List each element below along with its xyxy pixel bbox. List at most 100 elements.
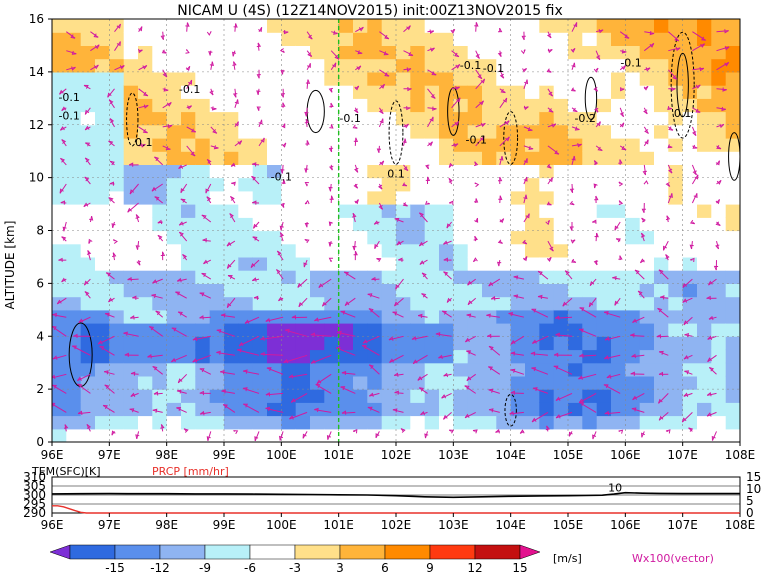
wind-vector-head — [52, 402, 56, 407]
field-cell — [238, 323, 254, 337]
field-cell — [95, 98, 110, 113]
wind-vector — [427, 107, 437, 110]
field-cell — [525, 270, 540, 284]
wind-vector — [427, 116, 434, 128]
wind-vector-head — [160, 251, 166, 256]
field-cell — [324, 71, 340, 86]
wind-vector — [137, 241, 140, 250]
wind-vector-head — [77, 376, 82, 382]
field-cell — [238, 138, 254, 152]
wind-vector-head — [258, 119, 263, 125]
wind-vector-head — [546, 201, 552, 206]
wind-vector-head — [488, 345, 494, 351]
field-cell — [152, 256, 168, 271]
wind-vector — [153, 392, 163, 395]
field-cell — [654, 98, 669, 113]
field-cell — [611, 190, 626, 205]
field-cell — [123, 58, 139, 73]
field-cell — [152, 323, 168, 337]
field-cell — [281, 256, 297, 271]
field-cell — [639, 58, 655, 73]
wind-vector — [178, 231, 188, 242]
wind-vector-head — [406, 106, 411, 111]
field-cell — [467, 323, 483, 337]
wind-vector — [275, 269, 284, 280]
field-cell — [181, 177, 196, 192]
wind-vector-head — [708, 315, 714, 321]
field-cell — [338, 230, 354, 245]
wind-vector — [486, 314, 500, 318]
field-cell — [109, 204, 125, 218]
wind-vector-head — [353, 137, 359, 143]
main-x-ticks: 96E 97E 98E 99E 100E 101E 102E 103E 104E 105E 106E… — [41, 442, 755, 462]
field-cell — [510, 71, 526, 86]
field-cell — [338, 270, 354, 284]
wind-vector — [226, 240, 236, 247]
wind-vector-head — [644, 139, 649, 145]
field-cell — [467, 85, 483, 99]
field-cell — [353, 362, 368, 377]
wind-vector-head — [278, 435, 284, 441]
field-cell — [209, 309, 225, 324]
field-cell — [367, 402, 383, 417]
field-cell — [267, 164, 282, 179]
field-cell — [668, 230, 684, 245]
wind-vector — [234, 88, 237, 98]
wind-vector-head — [532, 339, 537, 344]
field-cell — [654, 336, 669, 351]
field-cell — [52, 71, 67, 86]
field-cell — [424, 230, 440, 245]
field-cell — [711, 204, 727, 218]
wind-vector-head — [329, 165, 334, 171]
field-cell — [181, 58, 196, 73]
field-cell — [596, 217, 612, 232]
wind-vector-head — [84, 109, 90, 115]
field-cell — [80, 71, 96, 86]
field-cell — [654, 58, 669, 73]
field-cell — [267, 111, 282, 126]
field-cell — [109, 230, 125, 245]
field-cell — [109, 124, 125, 139]
field-cell — [138, 283, 153, 298]
field-cell — [439, 323, 454, 337]
wind-vector — [233, 61, 236, 70]
wind-vector-head — [379, 118, 384, 124]
field-cell — [553, 283, 569, 298]
field-cell — [209, 85, 225, 99]
wind-vector-head — [229, 213, 234, 218]
wind-vector-head — [280, 169, 285, 174]
wind-vector-head — [256, 42, 262, 48]
surface-x-tick-label: 100E — [266, 518, 297, 532]
field-cell — [66, 428, 82, 442]
wind-vector-head — [278, 296, 283, 302]
field-cell — [582, 256, 598, 271]
field-cell — [439, 415, 454, 430]
wind-vector-head — [523, 105, 529, 111]
field-cell — [66, 71, 82, 86]
wind-vector-head — [443, 271, 449, 276]
field-cell — [353, 98, 368, 113]
field-cell — [324, 164, 340, 179]
wind-vector-head — [289, 415, 294, 420]
wind-vector-head — [618, 159, 623, 164]
field-cell — [396, 32, 411, 46]
field-cell — [324, 415, 340, 430]
field-cell — [539, 230, 555, 245]
wind-vector-head — [424, 433, 429, 439]
surface-right-tick: 10 — [746, 482, 761, 496]
wind-vector-head — [675, 46, 681, 52]
field-cell — [367, 71, 383, 86]
field-cell — [711, 32, 727, 46]
wind-vector-head — [564, 270, 570, 275]
field-cell — [396, 98, 411, 113]
field-cell — [725, 85, 740, 99]
wind-vector — [367, 293, 380, 299]
wind-vector — [589, 278, 597, 287]
wind-vector-head — [443, 240, 448, 245]
field-cell — [725, 204, 740, 218]
wind-vector-head — [472, 257, 478, 262]
contour-lines — [68, 31, 740, 427]
field-cell — [209, 243, 225, 258]
wind-vector-head — [213, 145, 219, 150]
wind-vector-head — [597, 146, 603, 151]
